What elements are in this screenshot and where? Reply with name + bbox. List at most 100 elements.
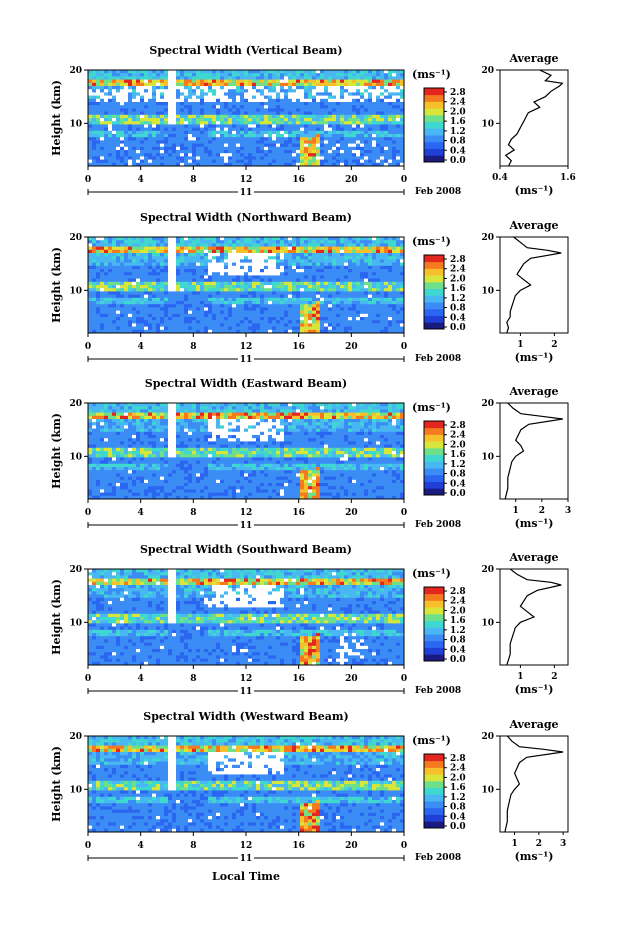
heatmap-cell — [272, 105, 277, 109]
heatmap-cell — [96, 246, 101, 251]
heatmap-cell — [380, 82, 385, 87]
heatmap-cell — [344, 95, 349, 100]
heatmap-cell — [320, 76, 325, 80]
heatmap-cell — [152, 114, 157, 119]
heatmap-cell — [164, 153, 169, 157]
heatmap-cell — [388, 310, 393, 315]
heatmap-cell — [340, 73, 345, 77]
heatmap-cell — [260, 301, 265, 305]
heatmap-cell — [256, 89, 261, 93]
heatmap-cell — [288, 162, 293, 167]
heatmap-cell — [244, 70, 249, 74]
heatmap-cell — [220, 237, 225, 241]
heatmap-cell — [216, 256, 221, 260]
avg-title: Average — [508, 219, 558, 232]
heatmap-cell — [160, 130, 165, 135]
heatmap-cell — [156, 111, 161, 116]
heatmap-cell — [332, 121, 337, 125]
heatmap-cell — [284, 124, 289, 128]
heatmap-cell — [368, 265, 373, 270]
heatmap-cell — [136, 146, 141, 151]
heatmap-cell — [176, 288, 181, 292]
heatmap-cell — [268, 70, 273, 74]
heatmap-cell — [168, 137, 173, 141]
heatmap-cell — [392, 253, 397, 257]
heatmap-cell — [308, 246, 313, 251]
heatmap-cell — [384, 288, 389, 292]
heatmap-cell — [224, 102, 229, 106]
heatmap-cell — [244, 249, 249, 254]
heatmap-cell — [336, 237, 341, 241]
heatmap-cell — [184, 118, 189, 122]
heatmap-cell — [88, 451, 93, 455]
heatmap-cell — [300, 89, 305, 93]
heatmap-cell — [400, 140, 405, 144]
heatmap-cell — [248, 121, 253, 125]
heatmap-cell — [392, 153, 397, 157]
heatmap-cell — [328, 243, 333, 247]
heatmap-cell — [392, 304, 397, 308]
heatmap-cell — [164, 269, 169, 273]
colorbar-tick-label: 1.6 — [450, 117, 466, 127]
heatmap-cell — [224, 281, 229, 286]
heatmap-cell — [348, 114, 353, 119]
heatmap-cell — [328, 275, 333, 279]
heatmap-cell — [128, 281, 133, 286]
heatmap-cell — [284, 307, 289, 311]
heatmap-cell — [384, 153, 389, 157]
heatmap-cell — [392, 240, 397, 244]
heatmap-cell — [236, 246, 241, 251]
heatmap-cell — [352, 288, 357, 292]
heatmap-cell — [220, 294, 225, 299]
heatmap-cell — [384, 140, 389, 144]
heatmap-cell — [100, 76, 105, 80]
heatmap-cell — [316, 240, 321, 244]
heatmap-cell — [92, 313, 97, 318]
heatmap-cell — [296, 246, 301, 251]
heatmap-cell — [88, 326, 93, 331]
heatmap-cell — [196, 237, 201, 241]
heatmap-cell — [216, 98, 221, 103]
heatmap-cell — [276, 124, 281, 128]
heatmap-cell — [92, 89, 97, 93]
heatmap-cell — [180, 153, 185, 157]
heatmap-cell — [388, 297, 393, 302]
heatmap-cell — [352, 98, 357, 103]
heatmap-cell — [100, 105, 105, 109]
heatmap-cell — [368, 89, 373, 93]
heatmap-cell — [96, 454, 101, 458]
heatmap-cell — [400, 301, 405, 305]
heatmap-cell — [256, 70, 261, 74]
heatmap-cell — [168, 79, 173, 84]
heatmap-cell — [320, 240, 325, 244]
heatmap-cell — [172, 76, 177, 80]
heatmap-cell — [192, 288, 197, 292]
heatmap-cell — [376, 146, 381, 151]
heatmap-cell — [164, 76, 169, 80]
heatmap-cell — [196, 253, 201, 257]
heatmap-cell — [172, 102, 177, 106]
heatmap-cell — [92, 457, 97, 461]
heatmap-cell — [172, 127, 177, 132]
heatmap-cell — [236, 102, 241, 106]
heatmap-cell — [328, 114, 333, 119]
heatmap-cell — [364, 140, 369, 144]
heatmap-cell — [304, 313, 309, 318]
heatmap-cell — [344, 143, 349, 148]
heatmap-cell — [148, 73, 153, 77]
heatmap-cell — [360, 79, 365, 84]
heatmap-cell — [116, 76, 121, 80]
heatmap-cell — [268, 272, 273, 276]
heatmap-cell — [168, 102, 173, 106]
heatmap-cell — [280, 262, 285, 267]
heatmap-cell — [88, 272, 93, 276]
heatmap-cell — [104, 307, 109, 311]
heatmap-cell — [192, 285, 197, 289]
heatmap-cell — [164, 130, 169, 135]
heatmap-cell — [364, 92, 369, 96]
heatmap-cell — [340, 105, 345, 109]
heatmap-cell — [88, 297, 93, 302]
heatmap-cell — [364, 76, 369, 80]
heatmap-cell — [196, 304, 201, 308]
heatmap-cell — [92, 262, 97, 267]
